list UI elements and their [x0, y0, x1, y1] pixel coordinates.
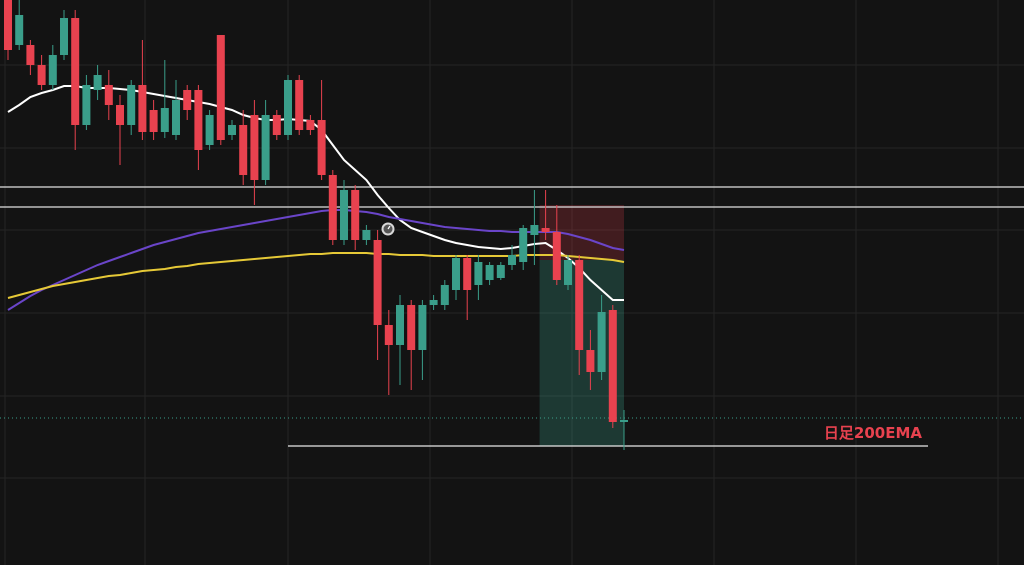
- candle-body: [541, 228, 550, 232]
- candle-body: [474, 262, 483, 285]
- candle-body: [384, 325, 393, 345]
- candle-body: [26, 45, 35, 65]
- candle-body: [160, 108, 169, 132]
- candle-body: [71, 18, 80, 125]
- candle-body: [586, 350, 595, 372]
- candle-body: [362, 230, 371, 240]
- candle-body: [620, 420, 628, 422]
- candle-body: [407, 305, 416, 350]
- candle-body: [519, 228, 528, 262]
- candle-body: [4, 0, 12, 50]
- candle-body: [530, 225, 539, 235]
- candle-body: [452, 258, 460, 290]
- candle-body: [340, 190, 348, 240]
- candle-body: [597, 312, 606, 372]
- candle-body: [261, 115, 270, 180]
- candle-body: [306, 120, 315, 130]
- candle-body: [272, 115, 281, 135]
- candle-body: [228, 125, 236, 135]
- candle-body: [172, 100, 180, 135]
- candle-body: [138, 85, 147, 132]
- candle-body: [194, 90, 203, 150]
- candle-body: [250, 115, 259, 180]
- candle-body: [205, 115, 214, 145]
- candle-body: [127, 85, 136, 125]
- candle-body: [418, 305, 427, 350]
- candle-body: [317, 120, 326, 175]
- candle-body: [295, 80, 304, 130]
- candle-body: [552, 232, 561, 280]
- candle-body: [608, 310, 617, 422]
- candle-body: [396, 305, 404, 345]
- candle-body: [216, 35, 225, 140]
- alert-icon: [381, 222, 395, 236]
- candle-body: [463, 258, 472, 290]
- candle-body: [183, 90, 192, 110]
- candle-body: [485, 265, 494, 280]
- candle-body: [93, 75, 102, 90]
- annotation-label: 日足200EMA: [824, 424, 922, 442]
- plot-layer: 日足200EMA: [0, 0, 1024, 450]
- candle-body: [508, 255, 516, 265]
- candle-body: [82, 85, 91, 125]
- candle-body: [351, 190, 360, 240]
- candle-body: [328, 175, 337, 240]
- candle-body: [440, 285, 449, 305]
- candle-body: [239, 125, 248, 175]
- candle-body: [149, 110, 158, 132]
- candle-body: [373, 240, 382, 325]
- candle-body: [37, 65, 46, 85]
- candle-body: [48, 55, 57, 85]
- candle-body: [575, 260, 584, 350]
- candle-body: [284, 80, 292, 135]
- candle-body: [15, 15, 24, 45]
- candle-body: [60, 18, 68, 55]
- candle-body: [116, 105, 124, 125]
- candle-body: [496, 265, 505, 278]
- candle-body: [104, 85, 113, 105]
- candle-body: [429, 300, 438, 305]
- candle-body: [564, 260, 572, 285]
